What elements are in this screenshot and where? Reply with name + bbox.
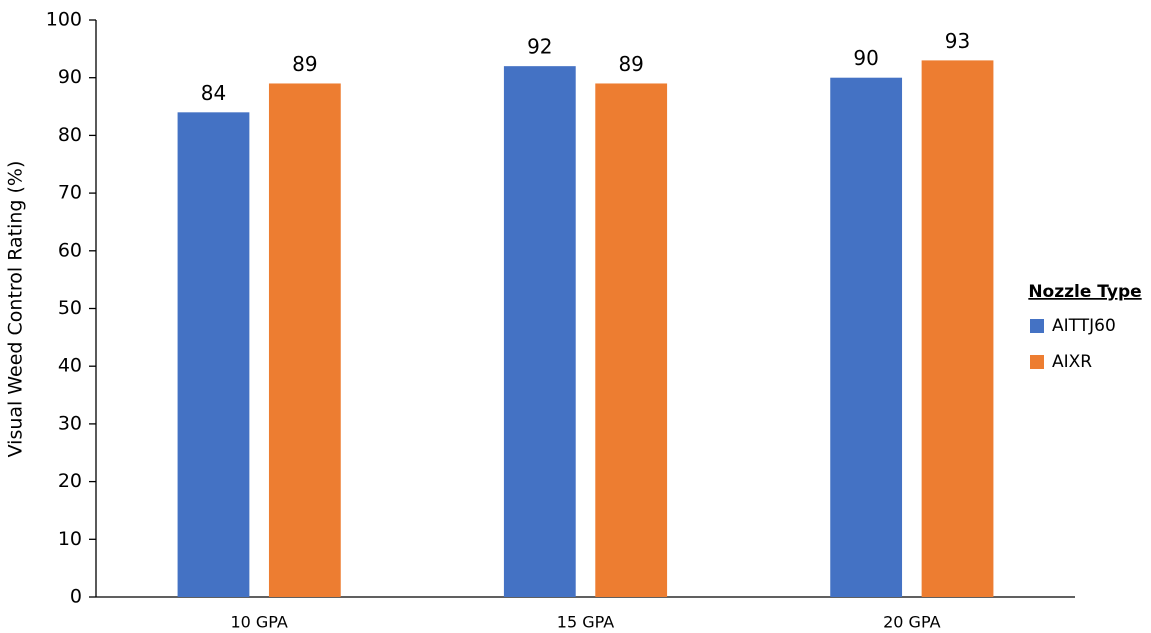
value-label: 93	[945, 29, 970, 53]
y-tick-label: 70	[58, 182, 82, 204]
bar	[268, 83, 341, 598]
bar	[177, 112, 250, 597]
value-label: 89	[618, 52, 643, 76]
y-tick-label: 60	[58, 239, 82, 261]
legend-swatch	[1030, 319, 1044, 333]
x-tick-label: 15 GPA	[557, 613, 614, 632]
value-label: 89	[292, 52, 317, 76]
y-tick-label: 10	[58, 528, 82, 550]
bar	[595, 83, 668, 598]
y-tick-label: 0	[70, 586, 82, 608]
legend-label: AITTJ60	[1052, 316, 1116, 336]
y-axis-label: Visual Weed Control Rating (%)	[5, 161, 27, 458]
value-label: 92	[527, 35, 552, 59]
y-tick-label: 30	[58, 412, 82, 434]
y-tick-label: 100	[46, 9, 82, 31]
bar	[921, 60, 994, 597]
y-tick-label: 50	[58, 297, 82, 319]
y-tick-label: 90	[58, 66, 82, 88]
legend-title: Nozzle Type	[1028, 282, 1141, 302]
value-label: 84	[201, 81, 226, 105]
y-tick-label: 40	[58, 355, 82, 377]
legend-label: AIXR	[1052, 352, 1092, 372]
y-tick-label: 80	[58, 124, 82, 146]
x-tick-label: 10 GPA	[230, 613, 287, 632]
value-label: 90	[853, 46, 878, 70]
y-tick-label: 20	[58, 470, 82, 492]
legend-swatch	[1030, 355, 1044, 369]
bar	[830, 77, 903, 597]
x-tick-label: 20 GPA	[883, 613, 940, 632]
bar	[503, 66, 576, 597]
